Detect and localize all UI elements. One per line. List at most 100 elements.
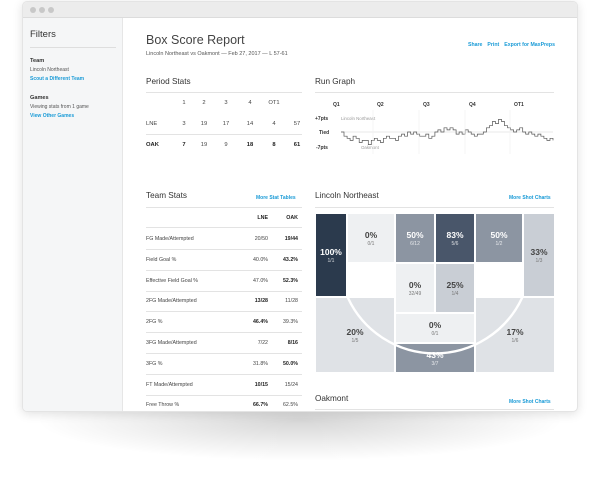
shot-zone-paint[interactable]: 0% 32/49 [396,264,434,312]
team-stat-value-oak: 50.0% [282,360,298,367]
team-stat-label: Effective Field Goal % [146,277,199,284]
team-stat-value-lne: 20/50 [254,236,268,242]
shot-zone-restricted[interactable]: 0% 0/1 [396,314,474,342]
shot-zone-left-corner[interactable]: 100% 1/1 [316,214,346,296]
page-subtitle: Lincoln Northeast vs Oakmont — Feb 27, 2… [146,51,288,57]
team-stat-value-lne: 31.8% [252,360,268,367]
team-stats-title: Team Stats [146,191,187,200]
shot-zone-top-center-three[interactable]: 83% 5/6 [436,214,474,262]
zone-fraction: 1/1 [327,257,335,264]
run-graph-divider [315,92,554,93]
zone-fraction: 32/49 [408,290,422,297]
period-team-label: OAK [146,142,159,148]
share-button[interactable]: Share [468,42,483,48]
shot-zone-right-baseline[interactable]: 17% 1/6 [476,298,554,372]
team-stat-value-lne: 40.0% [252,256,268,263]
filters-sidebar: Filters Team Lincoln Northeast Scout a D… [23,18,123,411]
window-dot-maximize[interactable] [48,7,54,13]
export-button[interactable]: Export for MaxPreps [504,42,555,48]
zone-fraction: 0/1 [367,240,375,247]
team-stats-row-divider [146,332,302,334]
team-stat-value-oak: 19/44 [284,236,298,242]
team-stat-label: FG Made/Attempted [146,236,194,242]
zone-percentage: 17% [506,326,524,337]
team-stat-value-oak: 52.3% [282,277,298,284]
shot-zone-top-right-three[interactable]: 50% 1/2 [476,214,522,262]
team-stats-col-header: LNE [257,215,268,221]
zone-percentage: 50% [406,229,424,240]
team-stats-header-divider [146,227,302,228]
app-window: Filters Team Lincoln Northeast Scout a D… [22,1,578,412]
team-stat-label: 3FG Made/Attempted [146,340,197,346]
zone-percentage: 43% [426,349,444,360]
zone-percentage: 83% [446,229,464,240]
team-stat-value-oak: 15/24 [284,381,298,388]
shot-chart-title: Lincoln Northeast [315,191,379,200]
team-stat-value-oak: 39.3% [282,319,298,326]
games-text: Viewing stats from 1 game [30,104,89,110]
team-stat-value-oak: 62.5% [282,402,298,409]
period-cell: 4 [272,121,276,127]
quarter-label: Q2 [377,102,384,108]
shot-zone-elbow[interactable]: 25% 1/4 [436,264,474,312]
team-stat-label: 2FG % [146,319,163,326]
shot-zone-right-corner[interactable]: 33% 1/3 [524,214,554,296]
run-line [341,119,554,145]
oakmont-divider [315,409,554,410]
zone-percentage: 33% [530,246,548,257]
y-label-tied: Tied [319,130,329,136]
zone-percentage: 50% [490,229,508,240]
zone-fraction: 1/6 [511,337,519,344]
quarter-label: Q1 [333,102,340,108]
zone-percentage: 0% [428,319,442,330]
team-stat-label: 2FG Made/Attempted [146,298,197,305]
team-stat-value-lne: 66.7% [252,402,268,409]
team-stat-value-lne: 7/22 [257,340,268,346]
period-cell: 57 [293,121,301,127]
quarter-label: Q3 [423,102,430,108]
more-shot-charts-link[interactable]: More Shot Charts [509,195,551,201]
period-row-divider [146,134,302,135]
team-stats-row-divider [146,290,302,292]
zone-percentage: 0% [408,279,422,290]
team-stats-row-divider [146,269,302,271]
shot-zone-left-baseline[interactable]: 20% 1/5 [316,298,394,372]
period-cell: 3 [182,121,186,127]
period-cell: 9 [224,142,228,148]
window-dot-close[interactable] [30,7,36,13]
sidebar-title: Filters [30,29,116,48]
team-stat-label: Free Throw % [146,402,180,409]
team-stat-label: 3FG % [146,360,163,367]
team-stat-value-lne: 47.0% [252,277,268,284]
period-col-header: 4 [248,100,252,106]
print-button[interactable]: Print [487,42,500,48]
team-stat-value-oak: 11/28 [285,298,298,305]
period-team-label: LNE [146,121,158,127]
zone-percentage: 20% [346,326,364,337]
team-stat-label: Field Goal % [146,256,177,263]
team-stat-value-oak: 43.2% [282,256,298,263]
shot-chart-divider [315,207,554,208]
team-stats-row-divider [146,353,302,354]
view-games-link[interactable]: View Other Games [30,113,75,119]
shot-zone-left-wing-mid[interactable]: 0% 0/1 [348,214,394,262]
more-stat-tables-link[interactable]: More Stat Tables [256,195,296,201]
oakmont-shot-charts-link[interactable]: More Shot Charts [509,399,551,405]
run-graph-chart: Q1 Q2 Q3 Q4 OT1 +7pts Tied -7pts Lincoln… [315,102,554,154]
shot-zone-rim[interactable]: 43% 3/7 [396,344,474,372]
shot-zone-top-left-three[interactable]: 50% 6/12 [396,214,434,262]
team-stat-value-lne: 10/15 [254,381,268,388]
team-name: Lincoln Northeast [30,67,69,73]
scout-team-link[interactable]: Scout a Different Team [30,76,85,82]
period-cell: 18 [246,142,254,148]
page-title: Box Score Report [146,33,245,47]
team-stat-value-lne: 13/28 [254,298,268,305]
period-cell: 7 [182,142,186,148]
window-dot-minimize[interactable] [39,7,45,13]
quarter-label: OT1 [514,102,524,108]
run-team-bottom: Oakmont [361,145,380,150]
zone-fraction: 5/6 [451,240,459,247]
team-stat-value-lne: 46.4% [252,319,268,326]
y-label-minus: -7pts [316,145,328,151]
team-heading: Team [30,58,45,64]
